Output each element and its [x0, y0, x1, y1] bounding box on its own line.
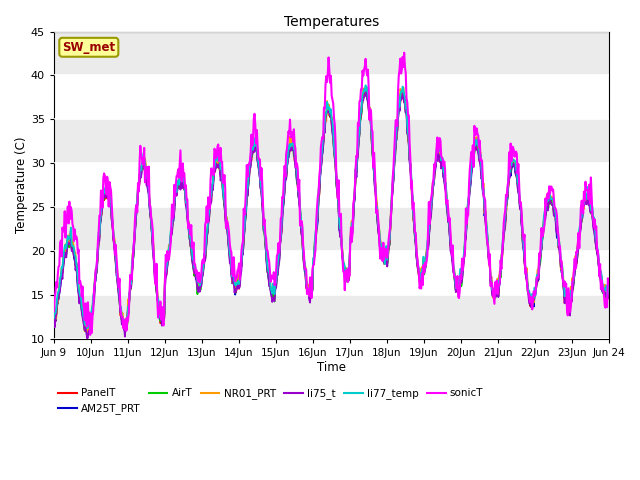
- li75_t: [174, 179, 182, 185]
- NR01_PRT: [204, 226, 211, 232]
- li75_t: [118, 322, 125, 327]
- AM25T_PRT: [174, 181, 182, 187]
- AirT: [60, 257, 68, 263]
- Bar: [54, 120, 609, 163]
- sonicT: [204, 220, 211, 226]
- PanelT: [60, 258, 68, 264]
- Line: li75_t: li75_t: [54, 92, 609, 338]
- PanelT: [362, 84, 369, 90]
- Bar: [54, 207, 609, 251]
- Y-axis label: Temperature (C): Temperature (C): [15, 137, 28, 233]
- li77_temp: [83, 325, 91, 331]
- AirT: [174, 183, 182, 189]
- li75_t: [60, 260, 68, 265]
- AM25T_PRT: [605, 285, 612, 291]
- NR01_PRT: [84, 330, 92, 336]
- PanelT: [401, 99, 408, 105]
- AirT: [399, 87, 406, 93]
- sonicT: [50, 309, 58, 314]
- PanelT: [204, 229, 211, 235]
- li75_t: [50, 317, 58, 323]
- li77_temp: [605, 276, 612, 282]
- li75_t: [605, 281, 612, 287]
- AirT: [204, 230, 211, 236]
- sonicT: [401, 50, 408, 56]
- Line: AirT: AirT: [54, 90, 609, 334]
- sonicT: [417, 281, 424, 287]
- li77_temp: [401, 92, 408, 97]
- li75_t: [83, 336, 91, 341]
- Bar: [54, 295, 609, 339]
- Line: sonicT: sonicT: [54, 53, 609, 335]
- AirT: [605, 285, 612, 290]
- AM25T_PRT: [50, 322, 58, 328]
- PanelT: [605, 281, 612, 287]
- Legend: PanelT, AM25T_PRT, AirT, NR01_PRT, li75_t, li77_temp, sonicT: PanelT, AM25T_PRT, AirT, NR01_PRT, li75_…: [54, 384, 488, 419]
- AM25T_PRT: [417, 275, 424, 281]
- PanelT: [174, 182, 182, 188]
- li77_temp: [118, 314, 125, 320]
- AirT: [401, 97, 408, 103]
- NR01_PRT: [50, 324, 58, 329]
- sonicT: [86, 332, 94, 338]
- AM25T_PRT: [118, 318, 125, 324]
- AM25T_PRT: [204, 229, 211, 235]
- AM25T_PRT: [362, 87, 369, 93]
- PanelT: [84, 330, 92, 336]
- li77_temp: [417, 270, 424, 276]
- li75_t: [362, 89, 369, 95]
- PanelT: [50, 324, 58, 330]
- Line: AM25T_PRT: AM25T_PRT: [54, 90, 609, 336]
- sonicT: [118, 314, 125, 320]
- Bar: [54, 32, 609, 75]
- li75_t: [401, 99, 408, 105]
- sonicT: [399, 64, 407, 70]
- li77_temp: [60, 249, 68, 254]
- X-axis label: Time: Time: [317, 360, 346, 374]
- NR01_PRT: [417, 271, 424, 277]
- sonicT: [605, 281, 612, 287]
- AM25T_PRT: [401, 95, 408, 101]
- AirT: [84, 331, 92, 336]
- li75_t: [417, 270, 424, 276]
- PanelT: [118, 317, 125, 323]
- NR01_PRT: [174, 180, 182, 185]
- Line: li77_temp: li77_temp: [54, 85, 609, 328]
- Line: NR01_PRT: NR01_PRT: [54, 87, 609, 333]
- sonicT: [60, 228, 68, 234]
- li77_temp: [174, 180, 182, 186]
- li75_t: [204, 230, 211, 236]
- li77_temp: [204, 227, 211, 232]
- AirT: [50, 322, 58, 327]
- NR01_PRT: [118, 312, 125, 318]
- Title: Temperatures: Temperatures: [284, 15, 379, 29]
- PanelT: [417, 275, 424, 280]
- AirT: [417, 270, 424, 276]
- li77_temp: [362, 83, 369, 88]
- NR01_PRT: [60, 258, 68, 264]
- Text: SW_met: SW_met: [62, 41, 115, 54]
- sonicT: [174, 167, 182, 172]
- li77_temp: [50, 315, 58, 321]
- NR01_PRT: [605, 276, 612, 282]
- AM25T_PRT: [83, 333, 91, 339]
- Line: PanelT: PanelT: [54, 87, 609, 333]
- AirT: [118, 318, 125, 324]
- NR01_PRT: [401, 94, 408, 100]
- NR01_PRT: [362, 84, 370, 90]
- AM25T_PRT: [60, 256, 68, 262]
